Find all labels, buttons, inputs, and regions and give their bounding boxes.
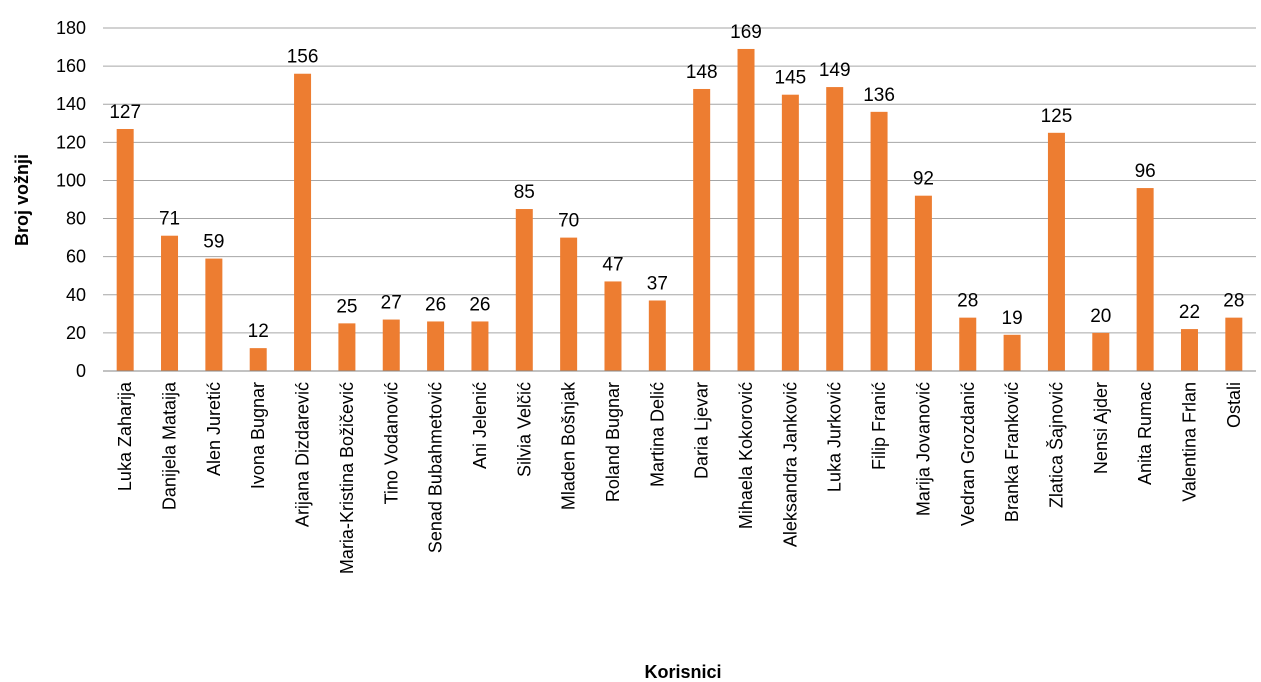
x-category-label: Valentina Frlan xyxy=(1179,382,1199,502)
bar xyxy=(471,321,489,371)
y-tick-label: 80 xyxy=(66,209,86,229)
data-label: 71 xyxy=(159,209,180,230)
bar xyxy=(1136,188,1154,371)
data-label: 28 xyxy=(957,291,978,312)
bar xyxy=(1180,329,1198,371)
x-category-label: Ani Jelenić xyxy=(470,382,490,469)
bar xyxy=(116,128,134,371)
x-axis-category-labels: Luka Zaharija Danijela Mataija Alen Jureti… xyxy=(115,381,1244,574)
x-category-label: Alen Juretić xyxy=(204,382,224,476)
data-label: 26 xyxy=(425,294,446,315)
data-label: 22 xyxy=(1179,302,1200,323)
data-label: 145 xyxy=(775,68,807,89)
bar xyxy=(427,321,445,371)
bars xyxy=(116,48,1243,372)
data-labels: 127 71 59 12 156 25 27 26 26 85 70 47 37 148 169 145 149… xyxy=(109,22,1244,342)
y-axis-title: Broj vožnji xyxy=(12,154,32,246)
y-tick-label: 0 xyxy=(76,361,86,381)
data-label: 27 xyxy=(381,293,402,314)
x-category-label: Zlatica Šajnović xyxy=(1045,382,1066,508)
x-axis-title: Korisnici xyxy=(644,662,721,682)
data-label: 19 xyxy=(1002,308,1023,329)
data-label: 25 xyxy=(336,296,357,317)
x-category-label: Vedran Grozdanić xyxy=(958,382,978,526)
data-label: 28 xyxy=(1223,291,1244,312)
data-label: 37 xyxy=(647,273,668,294)
x-category-label: Silvia Velčić xyxy=(514,382,534,477)
x-category-label: Marija Jovanović xyxy=(913,382,933,516)
bar xyxy=(693,88,711,371)
data-label: 96 xyxy=(1135,161,1156,182)
y-tick-label: 140 xyxy=(56,94,86,114)
y-axis-ticks: 0 20 40 60 80 100 120 140 160 180 xyxy=(56,18,86,381)
x-category-label: Tino Vodanović xyxy=(381,382,401,504)
bar xyxy=(205,258,223,371)
bar xyxy=(604,281,622,371)
y-tick-label: 180 xyxy=(56,18,86,38)
x-category-label: Arijana Dizdarević xyxy=(293,382,313,527)
x-category-label: Luka Jurković xyxy=(825,382,845,492)
data-label: 125 xyxy=(1041,106,1073,127)
bar xyxy=(959,317,977,371)
bar xyxy=(338,323,356,371)
x-category-label: Anita Rumac xyxy=(1135,382,1155,485)
data-label: 156 xyxy=(287,47,319,68)
x-category-label: Maria-Kristina Božičević xyxy=(337,382,357,574)
bar xyxy=(1092,332,1110,371)
bar xyxy=(560,237,578,371)
data-label: 149 xyxy=(819,60,851,81)
bar xyxy=(737,48,755,371)
y-tick-label: 20 xyxy=(66,323,86,343)
bar xyxy=(249,348,267,371)
data-label: 85 xyxy=(514,182,535,203)
data-label: 26 xyxy=(469,294,490,315)
data-label: 70 xyxy=(558,211,579,232)
x-category-label: Martina Delić xyxy=(647,382,667,487)
data-label: 59 xyxy=(203,232,224,253)
x-category-label: Branka Franković xyxy=(1002,382,1022,522)
x-category-label: Nensi Ajder xyxy=(1091,382,1111,474)
bar xyxy=(826,87,844,372)
data-label: 92 xyxy=(913,169,934,190)
bar xyxy=(781,94,799,371)
x-category-label: Senad Bubahmetović xyxy=(426,382,446,553)
bar xyxy=(870,111,888,371)
bar xyxy=(1003,334,1021,371)
data-label: 47 xyxy=(602,254,623,275)
x-category-label: Mihaela Kokorović xyxy=(736,382,756,529)
y-tick-label: 100 xyxy=(56,170,86,190)
y-tick-label: 160 xyxy=(56,56,86,76)
data-label: 127 xyxy=(109,102,141,123)
x-category-label: Ostali xyxy=(1224,382,1244,428)
bar xyxy=(1047,132,1065,371)
x-category-label: Mladen Bošnjak xyxy=(559,381,579,510)
data-label: 148 xyxy=(686,62,718,83)
x-category-label: Aleksandra Janković xyxy=(780,382,800,547)
bar xyxy=(1225,317,1243,371)
data-label: 136 xyxy=(863,85,895,106)
bar xyxy=(161,235,179,371)
gridlines xyxy=(103,27,1256,334)
bar xyxy=(648,300,666,371)
bar xyxy=(294,73,312,371)
bar xyxy=(382,319,400,371)
y-tick-label: 40 xyxy=(66,285,86,305)
y-tick-label: 120 xyxy=(56,132,86,152)
x-category-label: Roland Bugnar xyxy=(603,382,623,502)
bar xyxy=(515,209,533,371)
x-category-label: Danijela Mataija xyxy=(160,381,180,510)
x-category-label: Filip Franić xyxy=(869,382,889,470)
data-label: 169 xyxy=(730,22,762,43)
data-label: 12 xyxy=(248,321,269,342)
y-tick-label: 60 xyxy=(66,247,86,267)
data-label: 20 xyxy=(1090,306,1111,327)
x-category-label: Daria Ljevar xyxy=(692,382,712,479)
x-category-label: Ivona Bugnar xyxy=(248,382,268,489)
x-category-label: Luka Zaharija xyxy=(115,381,135,491)
bar xyxy=(914,195,932,371)
